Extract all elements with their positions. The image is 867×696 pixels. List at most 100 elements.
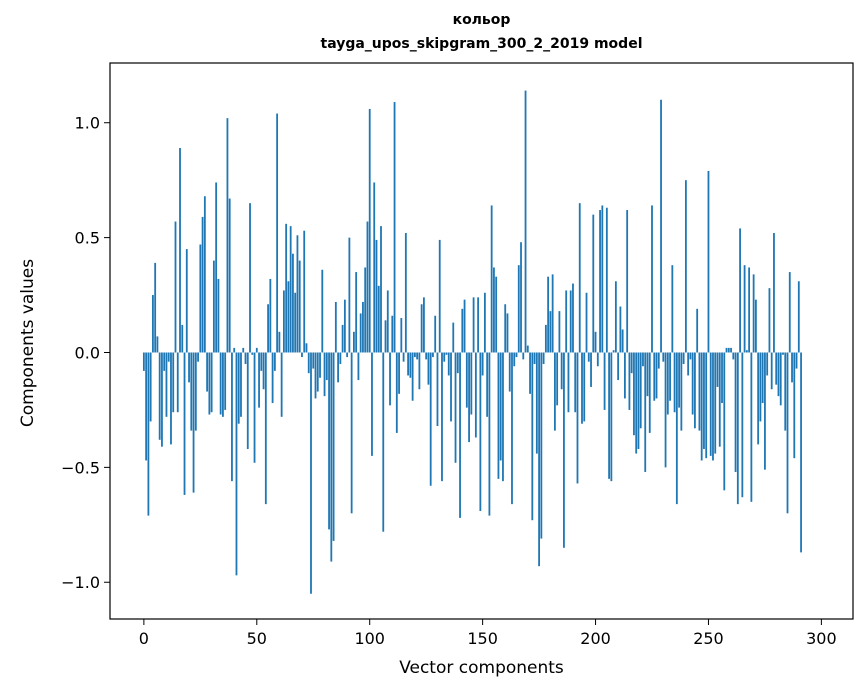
bar: [520, 242, 522, 353]
bar: [179, 148, 181, 353]
bar: [495, 276, 498, 353]
bar: [626, 210, 629, 353]
bar: [642, 352, 644, 367]
bar: [341, 324, 344, 353]
bar: [447, 352, 450, 376]
bar: [452, 322, 455, 353]
bar: [231, 352, 233, 482]
bar: [310, 352, 312, 594]
x-tick-label: 250: [693, 629, 724, 648]
bar: [158, 352, 161, 440]
bar: [145, 352, 148, 461]
bar: [601, 205, 604, 353]
bar: [599, 210, 601, 353]
bar: [486, 352, 489, 417]
bar: [624, 352, 626, 399]
bar: [465, 352, 468, 408]
bar: [395, 352, 398, 433]
bar: [718, 352, 721, 447]
bar: [382, 352, 385, 532]
bar: [603, 352, 606, 410]
bar: [481, 352, 484, 376]
bar: [323, 352, 326, 397]
bar: [705, 352, 708, 459]
bar: [224, 352, 227, 410]
bar: [594, 331, 597, 353]
bar: [553, 352, 556, 431]
bar: [590, 352, 592, 387]
bar: [219, 352, 222, 415]
bar: [750, 352, 753, 502]
bar: [303, 230, 306, 353]
bar: [655, 352, 658, 399]
bar: [752, 274, 755, 353]
bar: [786, 352, 789, 514]
bar: [285, 223, 288, 353]
bar: [493, 267, 495, 353]
bar: [567, 352, 570, 413]
bar: [206, 352, 209, 392]
bar: [380, 226, 382, 353]
bar: [362, 301, 364, 353]
bar: [608, 352, 611, 479]
bar: [757, 352, 760, 445]
bar: [328, 352, 330, 530]
bar: [142, 352, 145, 371]
bar: [535, 352, 538, 454]
bar: [346, 352, 349, 358]
bar: [350, 352, 353, 514]
bar: [267, 304, 269, 353]
bar: [152, 295, 154, 353]
bar: [515, 352, 518, 358]
bar: [443, 352, 446, 362]
bar: [540, 352, 543, 539]
bar: [490, 205, 493, 353]
bar: [147, 352, 150, 516]
bar: [576, 352, 579, 484]
bar: [766, 352, 769, 376]
bar: [287, 281, 290, 353]
bar: [307, 352, 310, 374]
bar: [614, 281, 617, 353]
bar: [183, 352, 186, 495]
bar: [233, 347, 236, 353]
bar: [784, 352, 787, 431]
bar: [477, 297, 480, 353]
bar: [450, 352, 452, 422]
chart-subtitle: tayga_upos_skipgram_300_2_2019 model: [320, 36, 643, 52]
bar: [551, 274, 554, 353]
bar: [637, 352, 640, 449]
bar: [696, 308, 699, 353]
bar: [337, 352, 339, 383]
bar: [411, 352, 414, 401]
bar: [714, 352, 717, 454]
bar: [359, 313, 362, 353]
bar: [237, 352, 240, 424]
bar: [377, 285, 380, 353]
bar: [260, 352, 263, 371]
bar: [529, 352, 531, 394]
bar: [321, 269, 324, 353]
bar: [172, 352, 175, 413]
bar: [617, 352, 620, 381]
bar: [445, 352, 448, 355]
bar: [434, 315, 437, 353]
bar: [795, 352, 798, 369]
bar: [662, 352, 665, 362]
bar: [673, 352, 676, 413]
bar: [748, 267, 751, 353]
bar: [194, 352, 197, 431]
bar: [777, 352, 780, 397]
bar: [334, 301, 337, 353]
bar: [644, 352, 647, 472]
chart-title: кольор: [452, 12, 511, 28]
bar: [538, 352, 540, 567]
bar: [694, 352, 696, 429]
plot-frame: [109, 62, 854, 620]
y-tick-label: 1.0: [75, 114, 100, 133]
bar: [352, 331, 355, 353]
bar: [271, 352, 274, 404]
bar: [454, 352, 457, 463]
y-tick-label: 0.5: [75, 229, 100, 248]
bar: [533, 352, 536, 364]
